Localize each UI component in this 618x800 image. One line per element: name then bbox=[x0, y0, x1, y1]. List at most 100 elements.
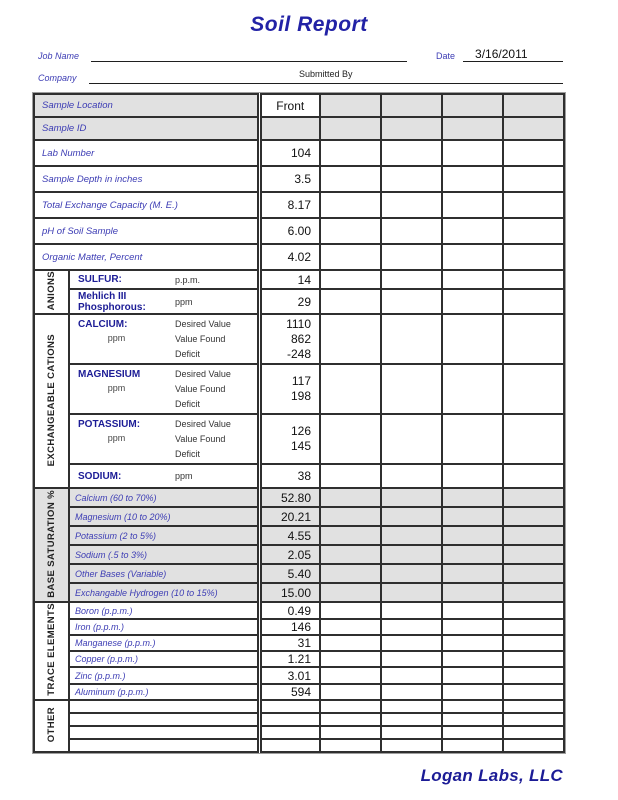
empty-cell bbox=[441, 582, 504, 604]
value-cell: 14 bbox=[256, 269, 321, 290]
empty-cell bbox=[502, 563, 565, 585]
empty-cell bbox=[441, 269, 504, 290]
empty-cell bbox=[380, 506, 443, 528]
table-row: Sodium (.5 to 3%) 2.05 bbox=[34, 544, 565, 566]
empty-cell bbox=[502, 116, 565, 141]
soil-report-table: Sample Location Front Sample ID Lab Numb… bbox=[32, 91, 566, 755]
table-row: MAGNESIUM ppm Desired Value Value Found … bbox=[34, 363, 565, 416]
empty-cell bbox=[502, 650, 565, 669]
row-label: Lab Number bbox=[33, 139, 260, 167]
empty-cell bbox=[441, 463, 504, 490]
table-row: OTHER bbox=[33, 699, 565, 754]
empty-cell bbox=[319, 738, 382, 754]
row-label: Exchangable Hydrogen (10 to 15%) bbox=[68, 582, 260, 604]
empty-cell bbox=[502, 93, 565, 118]
value-cell: 5.40 bbox=[256, 563, 321, 585]
empty-cell bbox=[441, 165, 504, 193]
table-row bbox=[34, 725, 565, 741]
unit-label: ppm bbox=[107, 333, 126, 344]
empty-cell bbox=[502, 487, 565, 509]
table-row: TRACE ELEMENTS Boron (p.p.m.) 0.49 bbox=[33, 601, 565, 702]
empty-cell bbox=[380, 139, 443, 167]
empty-cell bbox=[319, 217, 382, 245]
empty-cell bbox=[319, 363, 382, 416]
empty-cell bbox=[441, 313, 504, 366]
empty-cell bbox=[380, 165, 443, 193]
group-label-base-saturation: BASE SATURATION % bbox=[33, 487, 70, 604]
empty-cell bbox=[441, 506, 504, 528]
empty-cell bbox=[380, 617, 443, 636]
empty-cell bbox=[441, 617, 504, 636]
empty-cell bbox=[380, 287, 443, 316]
empty-cell bbox=[319, 633, 382, 653]
empty-cell bbox=[502, 525, 565, 547]
empty-cell bbox=[441, 725, 504, 741]
company-label: Company bbox=[38, 73, 77, 83]
row-label: Organic Matter, Percent bbox=[33, 243, 260, 271]
value-stack: 1110 862 -248 bbox=[256, 313, 321, 366]
nutrient-name: MAGNESIUM ppm bbox=[68, 363, 163, 416]
table-row: Sample Location Front bbox=[33, 93, 565, 118]
empty-cell bbox=[441, 93, 504, 118]
table-row: Magnesium (10 to 20%) 20.21 bbox=[34, 506, 565, 528]
empty-cell bbox=[319, 699, 382, 715]
empty-cell bbox=[256, 712, 321, 728]
row-label: Calcium (60 to 70%) bbox=[68, 487, 260, 509]
empty-cell bbox=[502, 582, 565, 604]
empty-cell bbox=[380, 487, 443, 509]
table-row: POTASSIUM: ppm Desired Value Value Found… bbox=[34, 413, 565, 466]
empty-cell bbox=[502, 191, 565, 219]
sample-id-cell bbox=[256, 116, 321, 141]
other-row-label bbox=[68, 738, 260, 754]
empty-cell bbox=[319, 93, 382, 118]
empty-cell bbox=[502, 617, 565, 636]
empty-cell bbox=[441, 633, 504, 653]
empty-cell bbox=[380, 601, 443, 620]
row-label: Sample Depth in inches bbox=[33, 165, 260, 193]
submitted-by-label: Submitted By bbox=[299, 69, 353, 79]
value-cell: 2.05 bbox=[256, 544, 321, 566]
value-cell: 104 bbox=[256, 139, 321, 167]
empty-cell bbox=[502, 165, 565, 193]
job-name-label: Job Name bbox=[38, 51, 80, 61]
empty-cell bbox=[441, 682, 504, 702]
empty-cell bbox=[319, 269, 382, 290]
metric-labels: Desired Value Value Found Deficit bbox=[163, 413, 260, 466]
job-name-date-row: Job Name Date 3/16/2011 bbox=[33, 46, 563, 62]
value-cell: 0.49 bbox=[256, 601, 321, 620]
metric-labels: Desired Value Value Found Deficit bbox=[163, 313, 260, 366]
empty-cell bbox=[319, 413, 382, 466]
value-cell: 146 bbox=[256, 617, 321, 636]
value-cell: 3.5 bbox=[256, 165, 321, 193]
empty-cell bbox=[441, 287, 504, 316]
unit-label: p.p.m. bbox=[163, 269, 260, 290]
empty-cell bbox=[319, 650, 382, 669]
empty-cell bbox=[380, 544, 443, 566]
empty-cell bbox=[380, 463, 443, 490]
empty-cell bbox=[380, 269, 443, 290]
empty-cell bbox=[319, 165, 382, 193]
row-label: Magnesium (10 to 20%) bbox=[68, 506, 260, 528]
row-label: Zinc (p.p.m.) bbox=[68, 666, 260, 685]
empty-cell bbox=[502, 287, 565, 316]
empty-cell bbox=[441, 650, 504, 669]
empty-cell bbox=[441, 738, 504, 754]
empty-cell bbox=[502, 506, 565, 528]
empty-cell bbox=[380, 363, 443, 416]
row-label: Aluminum (p.p.m.) bbox=[68, 682, 260, 702]
empty-cell bbox=[441, 525, 504, 547]
table-row: Lab Number 104 bbox=[33, 139, 565, 167]
footer-company-name: Logan Labs, LLC bbox=[420, 766, 563, 786]
table-row: Manganese (p.p.m.) 31 bbox=[34, 633, 565, 653]
value-cell: 20.21 bbox=[256, 506, 321, 528]
empty-cell bbox=[319, 116, 382, 141]
empty-cell bbox=[380, 191, 443, 219]
empty-cell bbox=[380, 633, 443, 653]
empty-cell bbox=[319, 313, 382, 366]
sample-location-cell: Front bbox=[256, 93, 321, 118]
empty-cell bbox=[441, 487, 504, 509]
empty-cell bbox=[441, 116, 504, 141]
empty-cell bbox=[319, 617, 382, 636]
table-row bbox=[34, 738, 565, 754]
